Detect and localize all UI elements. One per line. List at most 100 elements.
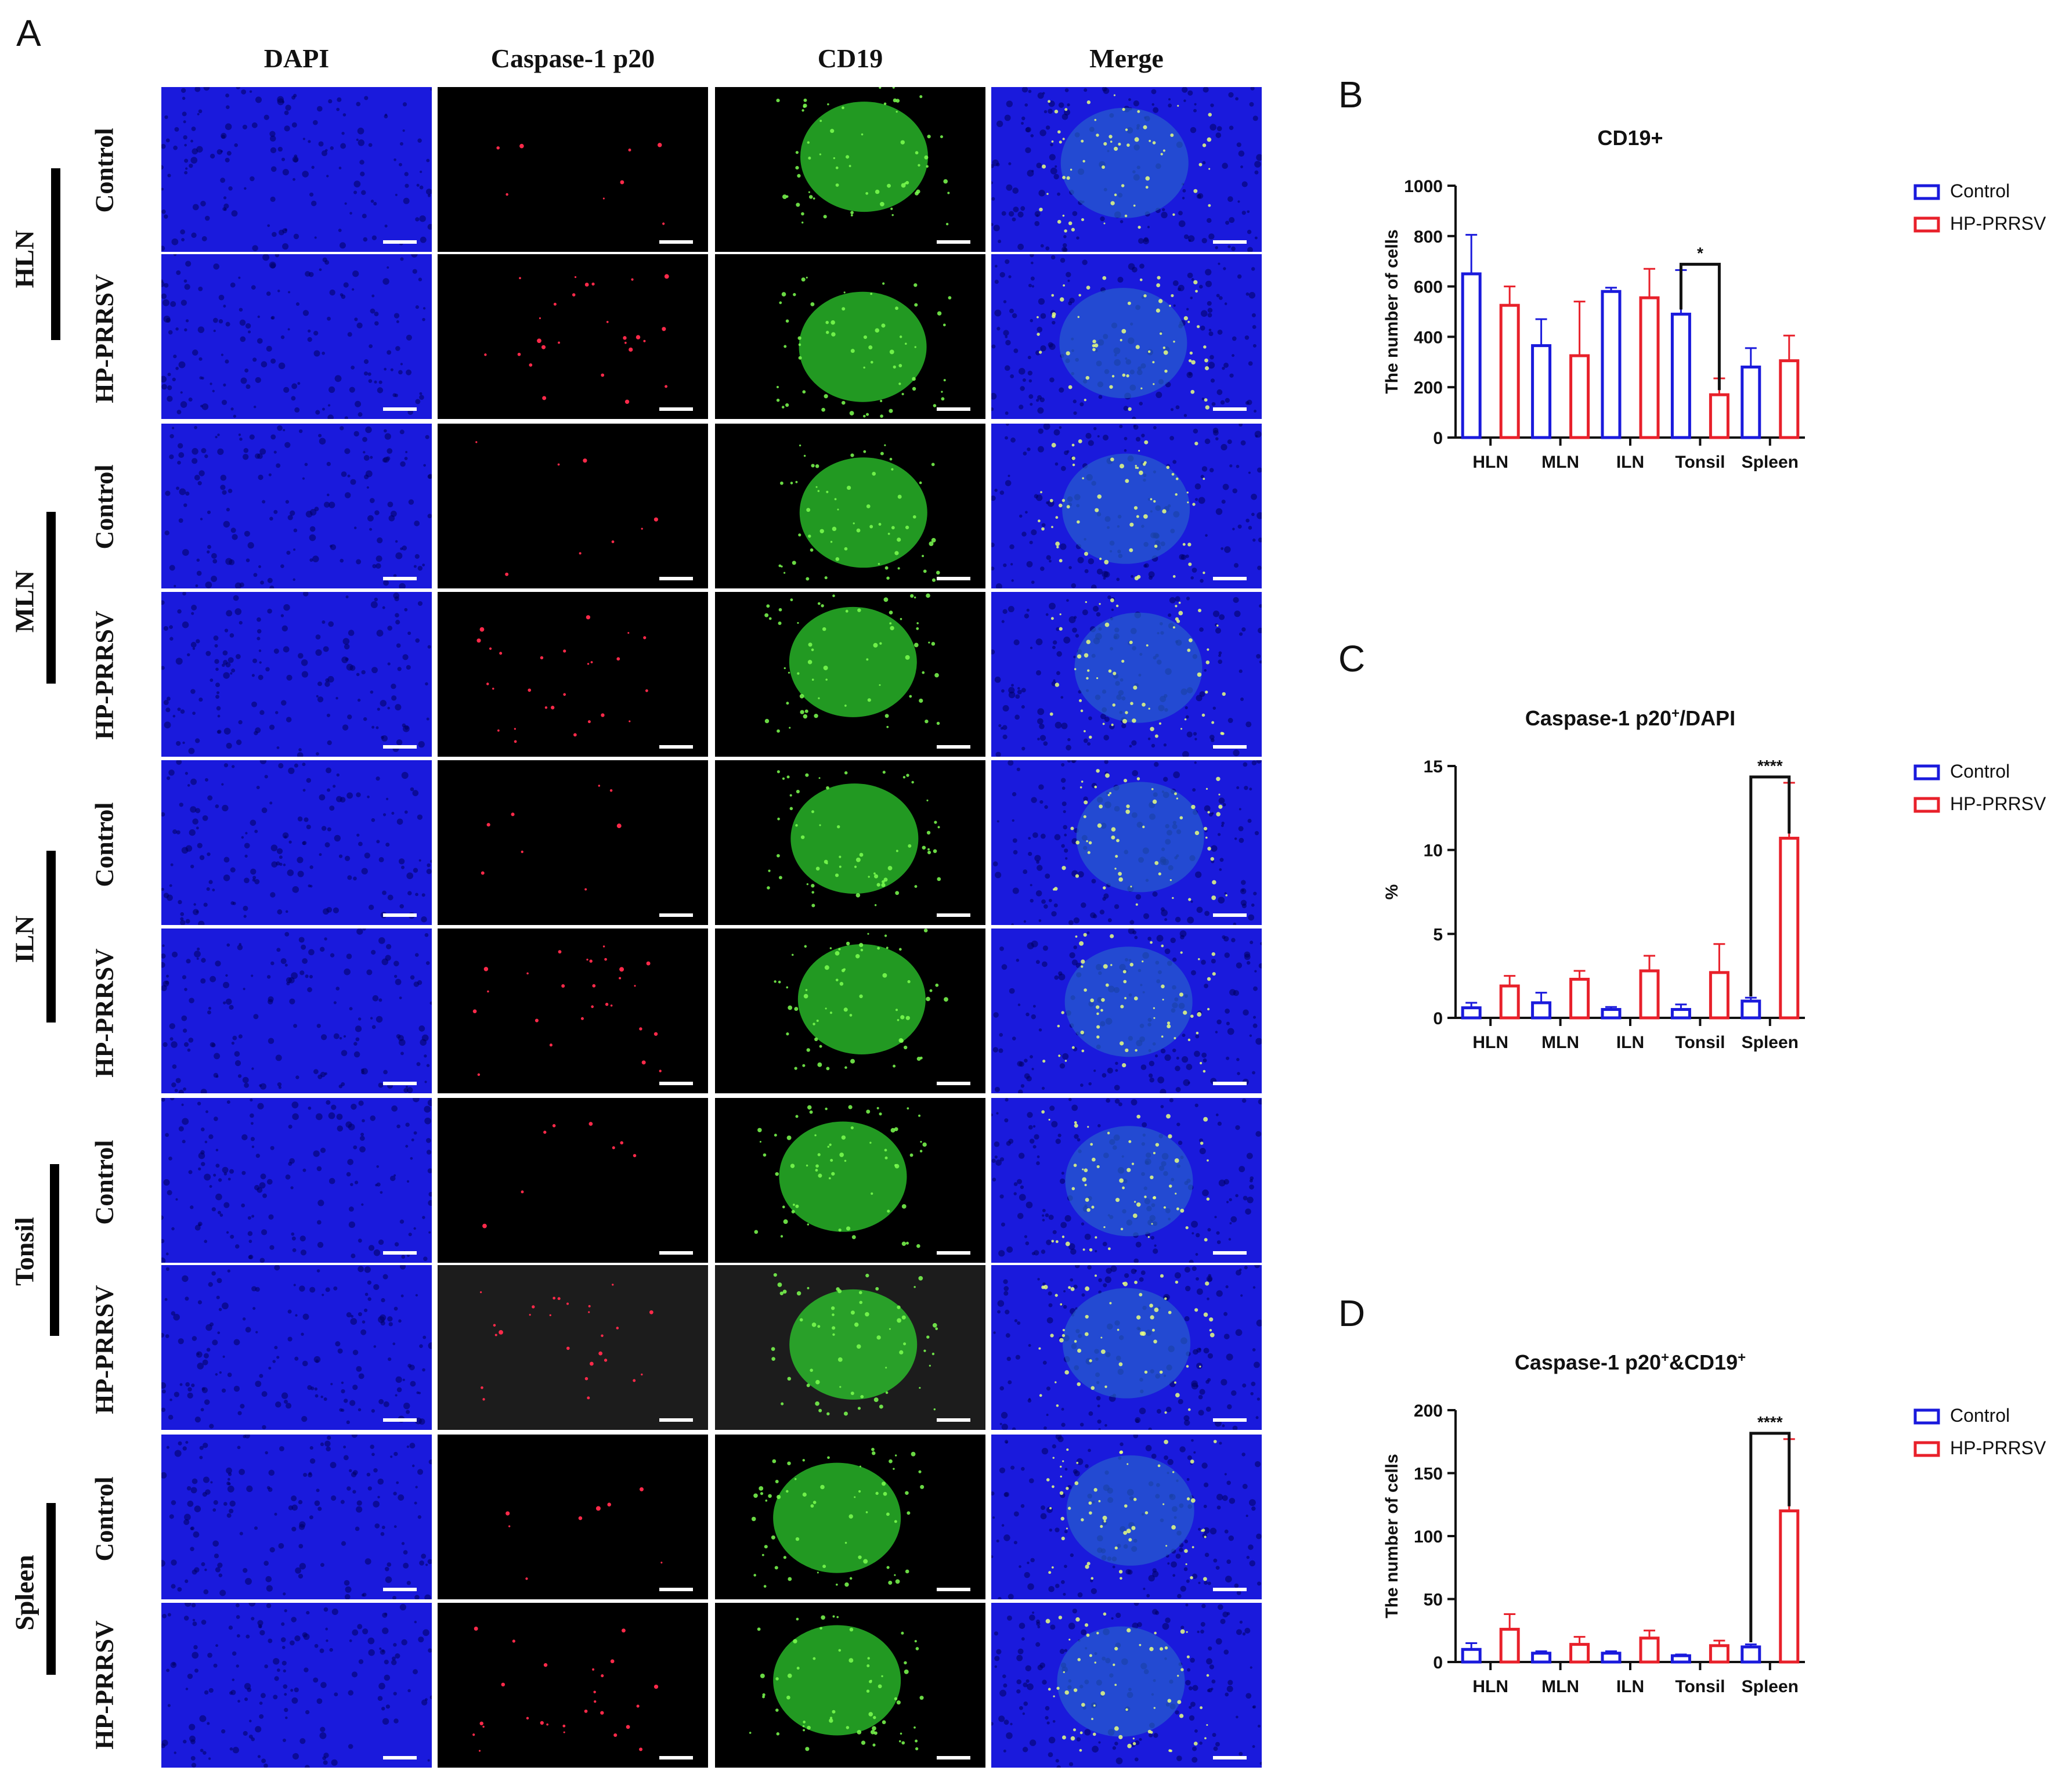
tissue-bar-tonsil xyxy=(50,1164,59,1336)
bar-hp-prrsv-tonsil xyxy=(1709,1644,1729,1664)
bar-control-iln xyxy=(1601,290,1622,439)
column-header-cd19: CD19 xyxy=(817,44,883,73)
micrograph-cd19 xyxy=(715,424,985,588)
bar-hp-prrsv-iln xyxy=(1639,296,1660,439)
micrograph-merge xyxy=(991,254,1262,419)
bar-control-spleen xyxy=(1741,999,1761,1020)
chart-d: Caspase-1 p20+&CD19+ 0 50 100 150 200 The numb… xyxy=(1382,1350,2046,1697)
scale-bar xyxy=(1213,745,1247,749)
scale-bar xyxy=(659,407,693,411)
micrograph-cd19 xyxy=(715,254,985,419)
micrograph-merge xyxy=(991,592,1262,757)
legend-label: Control xyxy=(1950,1405,2010,1426)
scale-bar xyxy=(383,913,417,917)
group-label-hln-control: Control xyxy=(90,128,119,213)
legend-label: Control xyxy=(1950,180,2010,201)
group-label-iln-control: Control xyxy=(90,802,119,887)
chart-title: Caspase-1 p20+/DAPI xyxy=(1525,706,1735,731)
chart-b: CD19+ 0 200 400 600 800 1000 The number of cell… xyxy=(1382,126,2046,472)
y-tick-label: 100 xyxy=(1414,1527,1443,1547)
bar-control-iln xyxy=(1601,1008,1622,1020)
micrograph-dapi xyxy=(161,592,432,757)
bar-hp-prrsv-tonsil xyxy=(1709,971,1729,1020)
tissue-label-mln: MLN xyxy=(9,570,39,633)
scale-bar xyxy=(937,577,970,580)
bar-control-tonsil xyxy=(1670,312,1691,439)
legend-swatch xyxy=(1913,797,1940,813)
scale-bar xyxy=(383,745,417,749)
bar-control-hln xyxy=(1461,1006,1482,1020)
significance-bracket xyxy=(1749,1432,1791,1642)
scale-bar xyxy=(383,1588,417,1591)
x-tick-label: Spleen xyxy=(1742,453,1799,472)
bar-control-iln xyxy=(1601,1652,1622,1664)
micrograph-dapi xyxy=(161,254,432,419)
group-label-tonsil-control: Control xyxy=(90,1140,119,1225)
legend-swatch xyxy=(1913,1441,1940,1457)
scale-bar xyxy=(659,1588,693,1591)
scale-bar xyxy=(937,1756,970,1760)
significance-label: **** xyxy=(1757,1413,1783,1431)
column-header-dapi: DAPI xyxy=(263,44,330,73)
micrograph-caspase xyxy=(438,592,708,757)
y-axis-label: The number of cells xyxy=(1382,1454,1402,1618)
micrograph-merge xyxy=(991,1435,1262,1599)
scale-bar xyxy=(659,913,693,917)
bar-hp-prrsv-iln xyxy=(1639,1636,1660,1664)
bar-hp-prrsv-hln xyxy=(1499,984,1520,1020)
legend-label: HP-PRRSV xyxy=(1950,1437,2046,1458)
scale-bar xyxy=(659,1756,693,1760)
x-tick-label: HLN xyxy=(1472,453,1508,472)
bar-control-tonsil xyxy=(1670,1654,1691,1664)
micrograph-caspase xyxy=(438,424,708,588)
scale-bar xyxy=(659,1082,693,1085)
legend-swatch xyxy=(1913,184,1940,200)
micrograph-caspase xyxy=(438,760,708,925)
bar-hp-prrsv-spleen xyxy=(1779,359,1800,439)
panel-letter-b: B xyxy=(1338,74,1363,115)
micrograph-caspase xyxy=(438,254,708,419)
scale-bar xyxy=(1213,1082,1247,1085)
x-tick-label: MLN xyxy=(1541,453,1579,472)
group-label-spleen-hp-prrsv: HP-PRRSV xyxy=(90,1620,119,1750)
panel-letter-c: C xyxy=(1338,638,1366,680)
scale-bar xyxy=(937,913,970,917)
scale-bar xyxy=(937,1588,970,1591)
y-tick-label: 50 xyxy=(1424,1591,1443,1610)
x-tick-label: MLN xyxy=(1541,1677,1579,1696)
micrograph-dapi xyxy=(161,1603,432,1768)
scale-bar xyxy=(659,577,693,580)
y-tick-label: 10 xyxy=(1424,841,1443,861)
scale-bar xyxy=(1213,240,1247,244)
y-tick-label: 200 xyxy=(1414,378,1443,398)
significance-bracket xyxy=(1749,775,1791,997)
micrograph-caspase xyxy=(438,1603,708,1768)
micrograph-cd19 xyxy=(715,1265,985,1430)
column-header-merge: Merge xyxy=(1089,44,1164,73)
micrograph-cd19 xyxy=(715,592,985,757)
micrograph-caspase xyxy=(438,928,708,1093)
scale-bar xyxy=(659,1251,693,1255)
bar-control-spleen xyxy=(1741,365,1761,439)
bar-control-mln xyxy=(1531,344,1552,439)
tissue-label-iln: ILN xyxy=(9,915,39,963)
tissue-label-hln: HLN xyxy=(9,230,39,288)
group-label-hln-hp-prrsv: HP-PRRSV xyxy=(90,274,119,403)
panel-letter-a: A xyxy=(16,12,41,54)
chart-c: Caspase-1 p20+/DAPI 0 5 10 15% HLN MLN ILN Tonsi… xyxy=(1382,706,2046,1053)
significance-label: **** xyxy=(1757,757,1783,775)
y-tick-label: 200 xyxy=(1414,1401,1443,1421)
chart-title: Caspase-1 p20+&CD19+ xyxy=(1515,1350,1746,1375)
micrograph-caspase xyxy=(438,1265,708,1430)
legend-swatch xyxy=(1913,1408,1940,1425)
scale-bar xyxy=(383,407,417,411)
group-label-tonsil-hp-prrsv: HP-PRRSV xyxy=(90,1285,119,1414)
scale-bar xyxy=(659,745,693,749)
scale-bar xyxy=(937,1251,970,1255)
bar-hp-prrsv-spleen xyxy=(1779,836,1800,1020)
tissue-label-tonsil: Tonsil xyxy=(9,1217,39,1286)
bar-hp-prrsv-spleen xyxy=(1779,1509,1800,1664)
scale-bar xyxy=(383,1082,417,1085)
micrograph-merge xyxy=(991,424,1262,588)
micrograph-caspase xyxy=(438,1098,708,1263)
